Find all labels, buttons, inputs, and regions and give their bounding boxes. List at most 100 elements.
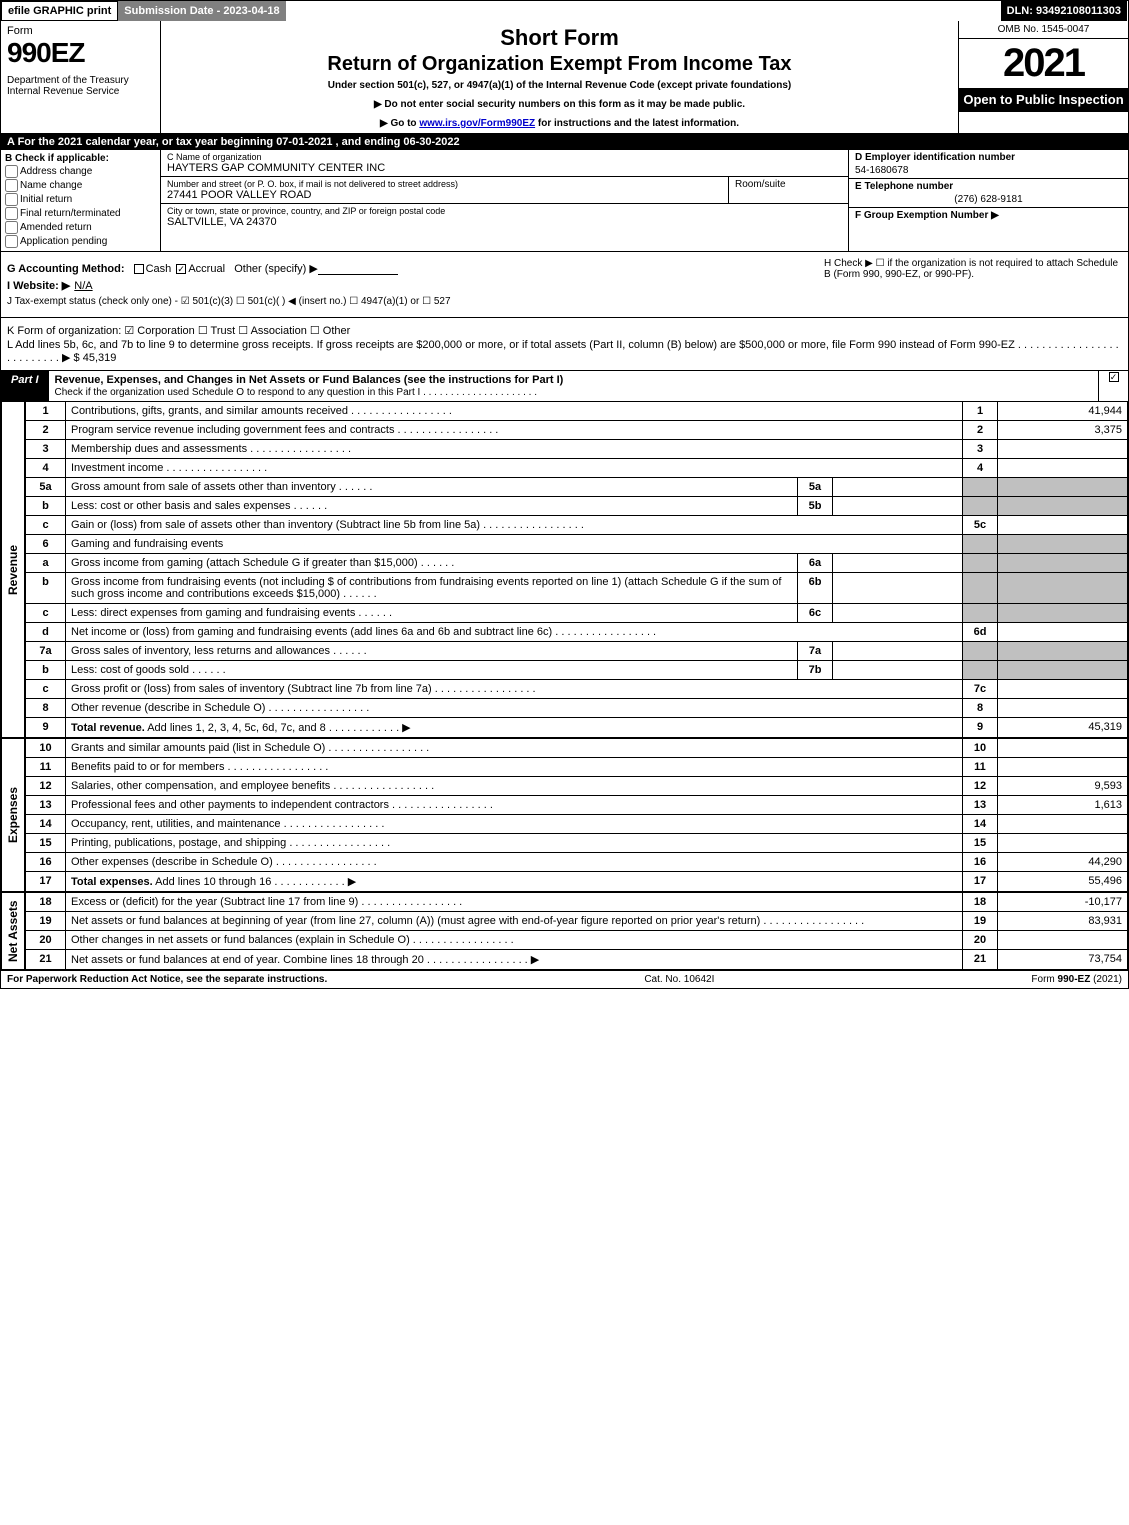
right-line-number: 7c xyxy=(963,680,998,699)
right-line-value xyxy=(998,758,1128,777)
right-line-value xyxy=(998,931,1128,950)
initial-return-checkbox[interactable] xyxy=(5,193,18,206)
right-line-number: 1 xyxy=(963,402,998,421)
line-description: Total revenue. Add lines 1, 2, 3, 4, 5c,… xyxy=(66,718,963,738)
line-row: 3Membership dues and assessments . . . .… xyxy=(26,440,1128,459)
address-change-checkbox[interactable] xyxy=(5,165,18,178)
right-line-value: 41,944 xyxy=(998,402,1128,421)
right-line-number: 17 xyxy=(963,872,998,892)
right-line-value xyxy=(998,815,1128,834)
right-line-value: 1,613 xyxy=(998,796,1128,815)
right-line-value: 44,290 xyxy=(998,853,1128,872)
page-footer: For Paperwork Reduction Act Notice, see … xyxy=(1,970,1128,988)
line-number: b xyxy=(26,573,66,604)
mid-line-number: 7b xyxy=(798,661,833,680)
line-number: 13 xyxy=(26,796,66,815)
line-number: 20 xyxy=(26,931,66,950)
efile-print-label[interactable]: efile GRAPHIC print xyxy=(1,1,118,21)
website-value: N/A xyxy=(74,280,92,292)
line-row: 17Total expenses. Add lines 10 through 1… xyxy=(26,872,1128,892)
line-description: Investment income . . . . . . . . . . . … xyxy=(66,459,963,478)
cat-no: Cat. No. 10642I xyxy=(644,974,714,985)
line-number: a xyxy=(26,554,66,573)
line-row: 19Net assets or fund balances at beginni… xyxy=(26,912,1128,931)
mid-line-number: 5b xyxy=(798,497,833,516)
form-label: Form xyxy=(7,25,154,37)
mid-line-number: 6c xyxy=(798,604,833,623)
line-row: 10Grants and similar amounts paid (list … xyxy=(26,739,1128,758)
street-label: Number and street (or P. O. box, if mail… xyxy=(167,179,722,189)
line-row: 16Other expenses (describe in Schedule O… xyxy=(26,853,1128,872)
line-row: 15Printing, publications, postage, and s… xyxy=(26,834,1128,853)
name-change-checkbox[interactable] xyxy=(5,179,18,192)
line-row: bLess: cost of goods sold . . . . . .7b xyxy=(26,661,1128,680)
under-section-label: Under section 501(c), 527, or 4947(a)(1)… xyxy=(171,80,948,91)
line-row: 21Net assets or fund balances at end of … xyxy=(26,950,1128,970)
department-label: Department of the Treasury Internal Reve… xyxy=(7,75,154,97)
right-line-number: 6d xyxy=(963,623,998,642)
part-i-header: Part I Revenue, Expenses, and Changes in… xyxy=(1,371,1128,401)
part-i-title: Revenue, Expenses, and Changes in Net As… xyxy=(55,374,564,386)
mid-line-value xyxy=(833,604,963,623)
section-gh-row: G Accounting Method: Cash Accrual Other … xyxy=(1,252,1128,318)
amended-return-checkbox[interactable] xyxy=(5,221,18,234)
room-suite-label: Room/suite xyxy=(728,177,848,203)
line-number: 21 xyxy=(26,950,66,970)
right-line-value xyxy=(998,440,1128,459)
ssn-notice: ▶ Do not enter social security numbers o… xyxy=(171,99,948,110)
irs-link[interactable]: www.irs.gov/Form990EZ xyxy=(419,118,535,129)
final-return-checkbox[interactable] xyxy=(5,207,18,220)
right-line-value: -10,177 xyxy=(998,893,1128,912)
ein-value: 54-1680678 xyxy=(855,165,1122,176)
tax-exempt-status: J Tax-exempt status (check only one) - ☑… xyxy=(7,296,812,307)
form-header: Form 990EZ Department of the Treasury In… xyxy=(1,21,1128,134)
line-row: cLess: direct expenses from gaming and f… xyxy=(26,604,1128,623)
org-name-value: HAYTERS GAP COMMUNITY CENTER INC xyxy=(167,162,385,174)
line-description: Gross profit or (loss) from sales of inv… xyxy=(66,680,963,699)
line-description: Gross income from gaming (attach Schedul… xyxy=(66,554,798,573)
right-line-number: 9 xyxy=(963,718,998,738)
line-description: Other expenses (describe in Schedule O) … xyxy=(66,853,963,872)
paperwork-notice: For Paperwork Reduction Act Notice, see … xyxy=(7,974,327,985)
line-number: 19 xyxy=(26,912,66,931)
right-line-value xyxy=(998,739,1128,758)
accrual-checkbox[interactable] xyxy=(176,264,186,274)
right-line-number: 12 xyxy=(963,777,998,796)
right-line-value: 73,754 xyxy=(998,950,1128,970)
line-description: Gain or (loss) from sale of assets other… xyxy=(66,516,963,535)
right-line-value: 83,931 xyxy=(998,912,1128,931)
accounting-method: G Accounting Method: Cash Accrual Other … xyxy=(7,262,812,275)
right-line-number: 5c xyxy=(963,516,998,535)
gross-receipts-line-l: L Add lines 5b, 6c, and 7b to line 9 to … xyxy=(7,339,1122,364)
line-row: 7aGross sales of inventory, less returns… xyxy=(26,642,1128,661)
line-number: 7a xyxy=(26,642,66,661)
line-number: 9 xyxy=(26,718,66,738)
right-line-number: 21 xyxy=(963,950,998,970)
right-line-number: 8 xyxy=(963,699,998,718)
line-number: 14 xyxy=(26,815,66,834)
mid-line-value xyxy=(833,478,963,497)
line-number: 16 xyxy=(26,853,66,872)
line-row: 9Total revenue. Add lines 1, 2, 3, 4, 5c… xyxy=(26,718,1128,738)
revenue-side-label: Revenue xyxy=(1,401,25,738)
line-number: d xyxy=(26,623,66,642)
right-line-value: 45,319 xyxy=(998,718,1128,738)
line-description: Gross amount from sale of assets other t… xyxy=(66,478,798,497)
right-line-value xyxy=(998,834,1128,853)
right-line-value xyxy=(998,699,1128,718)
line-description: Occupancy, rent, utilities, and maintena… xyxy=(66,815,963,834)
line-number: 8 xyxy=(26,699,66,718)
section-c-org-info: C Name of organization HAYTERS GAP COMMU… xyxy=(161,150,848,251)
mid-line-number: 5a xyxy=(798,478,833,497)
org-name-label: C Name of organization xyxy=(167,152,385,162)
mid-line-value xyxy=(833,642,963,661)
line-number: 6 xyxy=(26,535,66,554)
right-line-number: 4 xyxy=(963,459,998,478)
application-pending-checkbox[interactable] xyxy=(5,235,18,248)
other-method-input[interactable] xyxy=(318,263,398,275)
part-i-schedule-o-checkbox[interactable] xyxy=(1109,372,1119,382)
line-description: Grants and similar amounts paid (list in… xyxy=(66,739,963,758)
mid-line-value xyxy=(833,554,963,573)
cash-checkbox[interactable] xyxy=(134,264,144,274)
ein-label: D Employer identification number xyxy=(855,152,1015,163)
